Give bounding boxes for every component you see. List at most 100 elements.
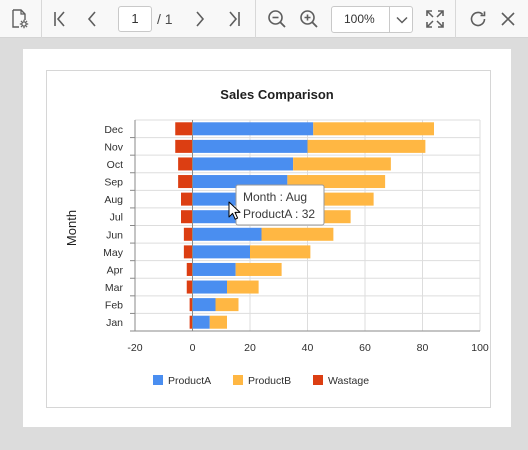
bar-wastage-mar[interactable] <box>186 280 193 294</box>
legend-item-productb[interactable]: ProductB <box>233 375 291 387</box>
bar-wastage-aug[interactable] <box>181 192 193 206</box>
refresh-icon <box>470 11 486 27</box>
previous-page-button[interactable] <box>79 4 105 34</box>
y-tick-label: Apr <box>107 264 124 276</box>
chart-tooltip: Month : Aug ProductA : 32 <box>235 184 325 226</box>
zoom-out-button[interactable] <box>264 4 290 34</box>
bar-wastage-may[interactable] <box>183 245 193 259</box>
bar-productb-apr[interactable] <box>235 262 282 276</box>
bar-wastage-apr[interactable] <box>186 262 193 276</box>
document-settings-icon <box>12 9 29 29</box>
bar-productb-mar[interactable] <box>227 280 259 294</box>
fit-page-button[interactable] <box>421 4 449 34</box>
first-page-icon <box>54 11 65 27</box>
legend-label: ProductB <box>248 375 291 387</box>
bar-wastage-sep[interactable] <box>178 175 193 189</box>
bar-wastage-dec[interactable] <box>175 122 193 136</box>
next-page-button[interactable] <box>188 4 212 34</box>
toolbar-separator <box>41 0 42 38</box>
bar-productb-feb[interactable] <box>215 298 239 312</box>
y-tick-label: May <box>103 247 124 259</box>
chevron-right-icon <box>196 11 205 27</box>
y-tick-label: Oct <box>107 159 123 171</box>
bar-producta-jun[interactable] <box>192 227 262 241</box>
y-tick-label: Mar <box>105 282 124 294</box>
bar-wastage-feb[interactable] <box>189 298 193 312</box>
viewer-toolbar: 1 / 1 100% <box>0 0 528 38</box>
legend-swatch <box>233 375 243 385</box>
legend-label: ProductA <box>168 375 211 387</box>
y-axis-title: Month <box>64 210 79 246</box>
chart-title: Sales Comparison <box>220 87 333 102</box>
first-page-button[interactable] <box>47 4 73 34</box>
chevron-left-icon <box>87 11 96 27</box>
legend-item-wastage[interactable]: Wastage <box>313 375 369 387</box>
tooltip-line-month: Month : Aug <box>243 190 307 204</box>
page-number-input[interactable]: 1 <box>118 6 152 32</box>
page-count-label: / 1 <box>157 11 173 27</box>
x-tick-label: -20 <box>127 342 142 354</box>
bar-productb-nov[interactable] <box>307 139 426 153</box>
chart-series <box>175 122 434 329</box>
y-tick-label: Jan <box>106 317 123 329</box>
x-tick-label: 0 <box>190 342 196 354</box>
toolbar-separator <box>255 0 256 38</box>
y-tick-label: Nov <box>104 141 123 153</box>
bar-productb-may[interactable] <box>250 245 311 259</box>
tooltip-box <box>235 184 325 226</box>
bar-wastage-jan[interactable] <box>189 315 193 329</box>
legend-swatch <box>153 375 163 385</box>
fit-to-page-icon <box>426 10 444 28</box>
x-tick-label: 100 <box>471 342 489 354</box>
bar-productb-dec[interactable] <box>313 122 434 136</box>
legend-swatch <box>313 375 323 385</box>
dropdown-divider <box>389 7 390 32</box>
bar-producta-may[interactable] <box>192 245 251 259</box>
zoom-in-button[interactable] <box>296 4 322 34</box>
bar-producta-mar[interactable] <box>192 280 228 294</box>
y-tick-label: Jul <box>110 212 123 224</box>
zoom-level-value: 100% <box>344 12 375 26</box>
chart-legend: ProductA ProductB Wastage <box>153 375 369 387</box>
y-tick-label: Dec <box>104 124 123 136</box>
bar-wastage-jun[interactable] <box>183 227 193 241</box>
legend-label: Wastage <box>328 375 369 387</box>
bar-producta-feb[interactable] <box>192 298 216 312</box>
zoom-dropdown-toggle[interactable] <box>390 7 413 32</box>
bar-producta-apr[interactable] <box>192 262 236 276</box>
last-page-button[interactable] <box>221 4 247 34</box>
zoom-out-icon <box>268 10 286 28</box>
y-tick-label: Jun <box>106 229 123 241</box>
chevron-down-icon <box>395 16 408 24</box>
bar-productb-oct[interactable] <box>293 157 391 171</box>
last-page-icon <box>229 11 240 27</box>
mouse-pointer-icon <box>228 201 241 220</box>
x-tick-label: 80 <box>417 342 429 354</box>
zoom-level-dropdown[interactable]: 100% <box>331 6 413 33</box>
bar-productb-jan[interactable] <box>209 315 227 329</box>
x-tick-label: 20 <box>244 342 256 354</box>
bar-productb-jun[interactable] <box>261 227 334 241</box>
close-icon <box>501 12 515 26</box>
x-tick-label: 40 <box>302 342 314 354</box>
close-button[interactable] <box>496 4 520 34</box>
bar-producta-oct[interactable] <box>192 157 294 171</box>
y-tick-label: Sep <box>104 177 123 189</box>
tooltip-line-value: ProductA : 32 <box>243 207 315 221</box>
y-tick-label: Aug <box>104 194 123 206</box>
legend-item-producta[interactable]: ProductA <box>153 375 211 387</box>
toolbar-separator <box>455 0 456 38</box>
bar-wastage-nov[interactable] <box>175 139 193 153</box>
y-tick-label: Feb <box>105 300 123 312</box>
export-settings-button[interactable] <box>6 4 34 34</box>
bar-producta-dec[interactable] <box>192 122 314 136</box>
chart-axes: Jan Feb Mar Apr May Jun Jul Aug Sep Oct Nov Dec -20 0… <box>103 120 489 354</box>
bar-wastage-oct[interactable] <box>178 157 193 171</box>
zoom-in-icon <box>300 10 318 28</box>
bar-producta-jan[interactable] <box>192 315 210 329</box>
bar-wastage-jul[interactable] <box>181 210 193 224</box>
x-tick-label: 60 <box>359 342 371 354</box>
refresh-button[interactable] <box>465 4 491 34</box>
bar-producta-nov[interactable] <box>192 139 308 153</box>
